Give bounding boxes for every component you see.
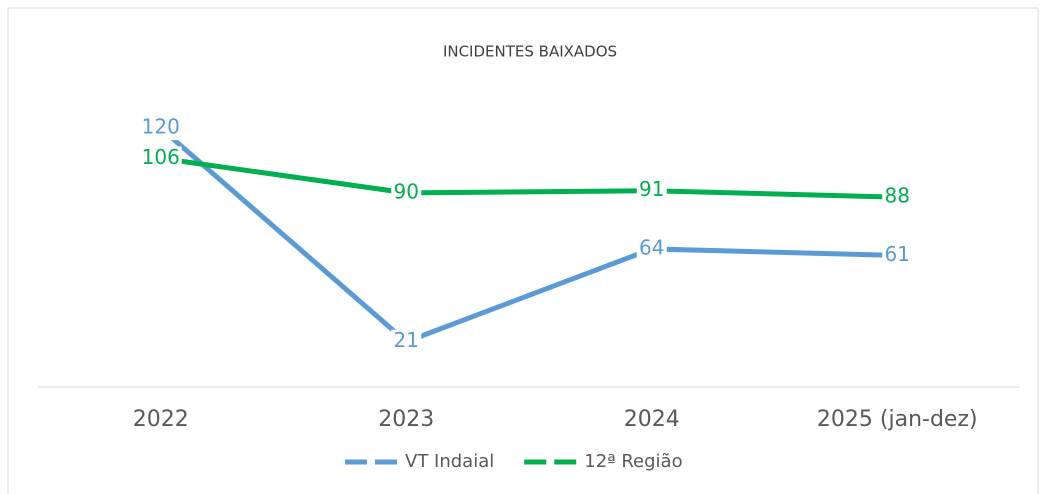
x-tick-label: 2025 (jan-dez) (817, 407, 978, 432)
data-label-bg (882, 185, 913, 210)
chart-border (7, 7, 1039, 494)
data-label: 106 (142, 145, 180, 169)
x-tick-label: 2022 (133, 407, 189, 432)
data-label: 61 (885, 242, 910, 266)
legend-label: 12ª Região (584, 451, 682, 472)
data-label-bg (391, 180, 422, 205)
data-label-bg (636, 178, 667, 203)
data-label-bg (139, 116, 182, 141)
data-label: 91 (639, 177, 664, 201)
legend-label: VT Indaial (405, 451, 494, 472)
data-label: 88 (885, 184, 910, 208)
data-label-bg (882, 243, 913, 268)
series-line (158, 125, 900, 345)
data-label: 21 (394, 328, 419, 352)
series-line (158, 155, 900, 200)
data-label: 90 (394, 179, 419, 203)
data-label-bg (139, 146, 182, 171)
data-label: 120 (142, 115, 180, 139)
x-tick-label: 2023 (378, 407, 434, 432)
chart-title: INCIDENTES BAIXADOS (443, 43, 617, 61)
data-label: 64 (639, 235, 664, 259)
data-label-bg (391, 329, 422, 354)
data-label-bg (636, 236, 667, 261)
x-tick-label: 2024 (624, 407, 680, 432)
